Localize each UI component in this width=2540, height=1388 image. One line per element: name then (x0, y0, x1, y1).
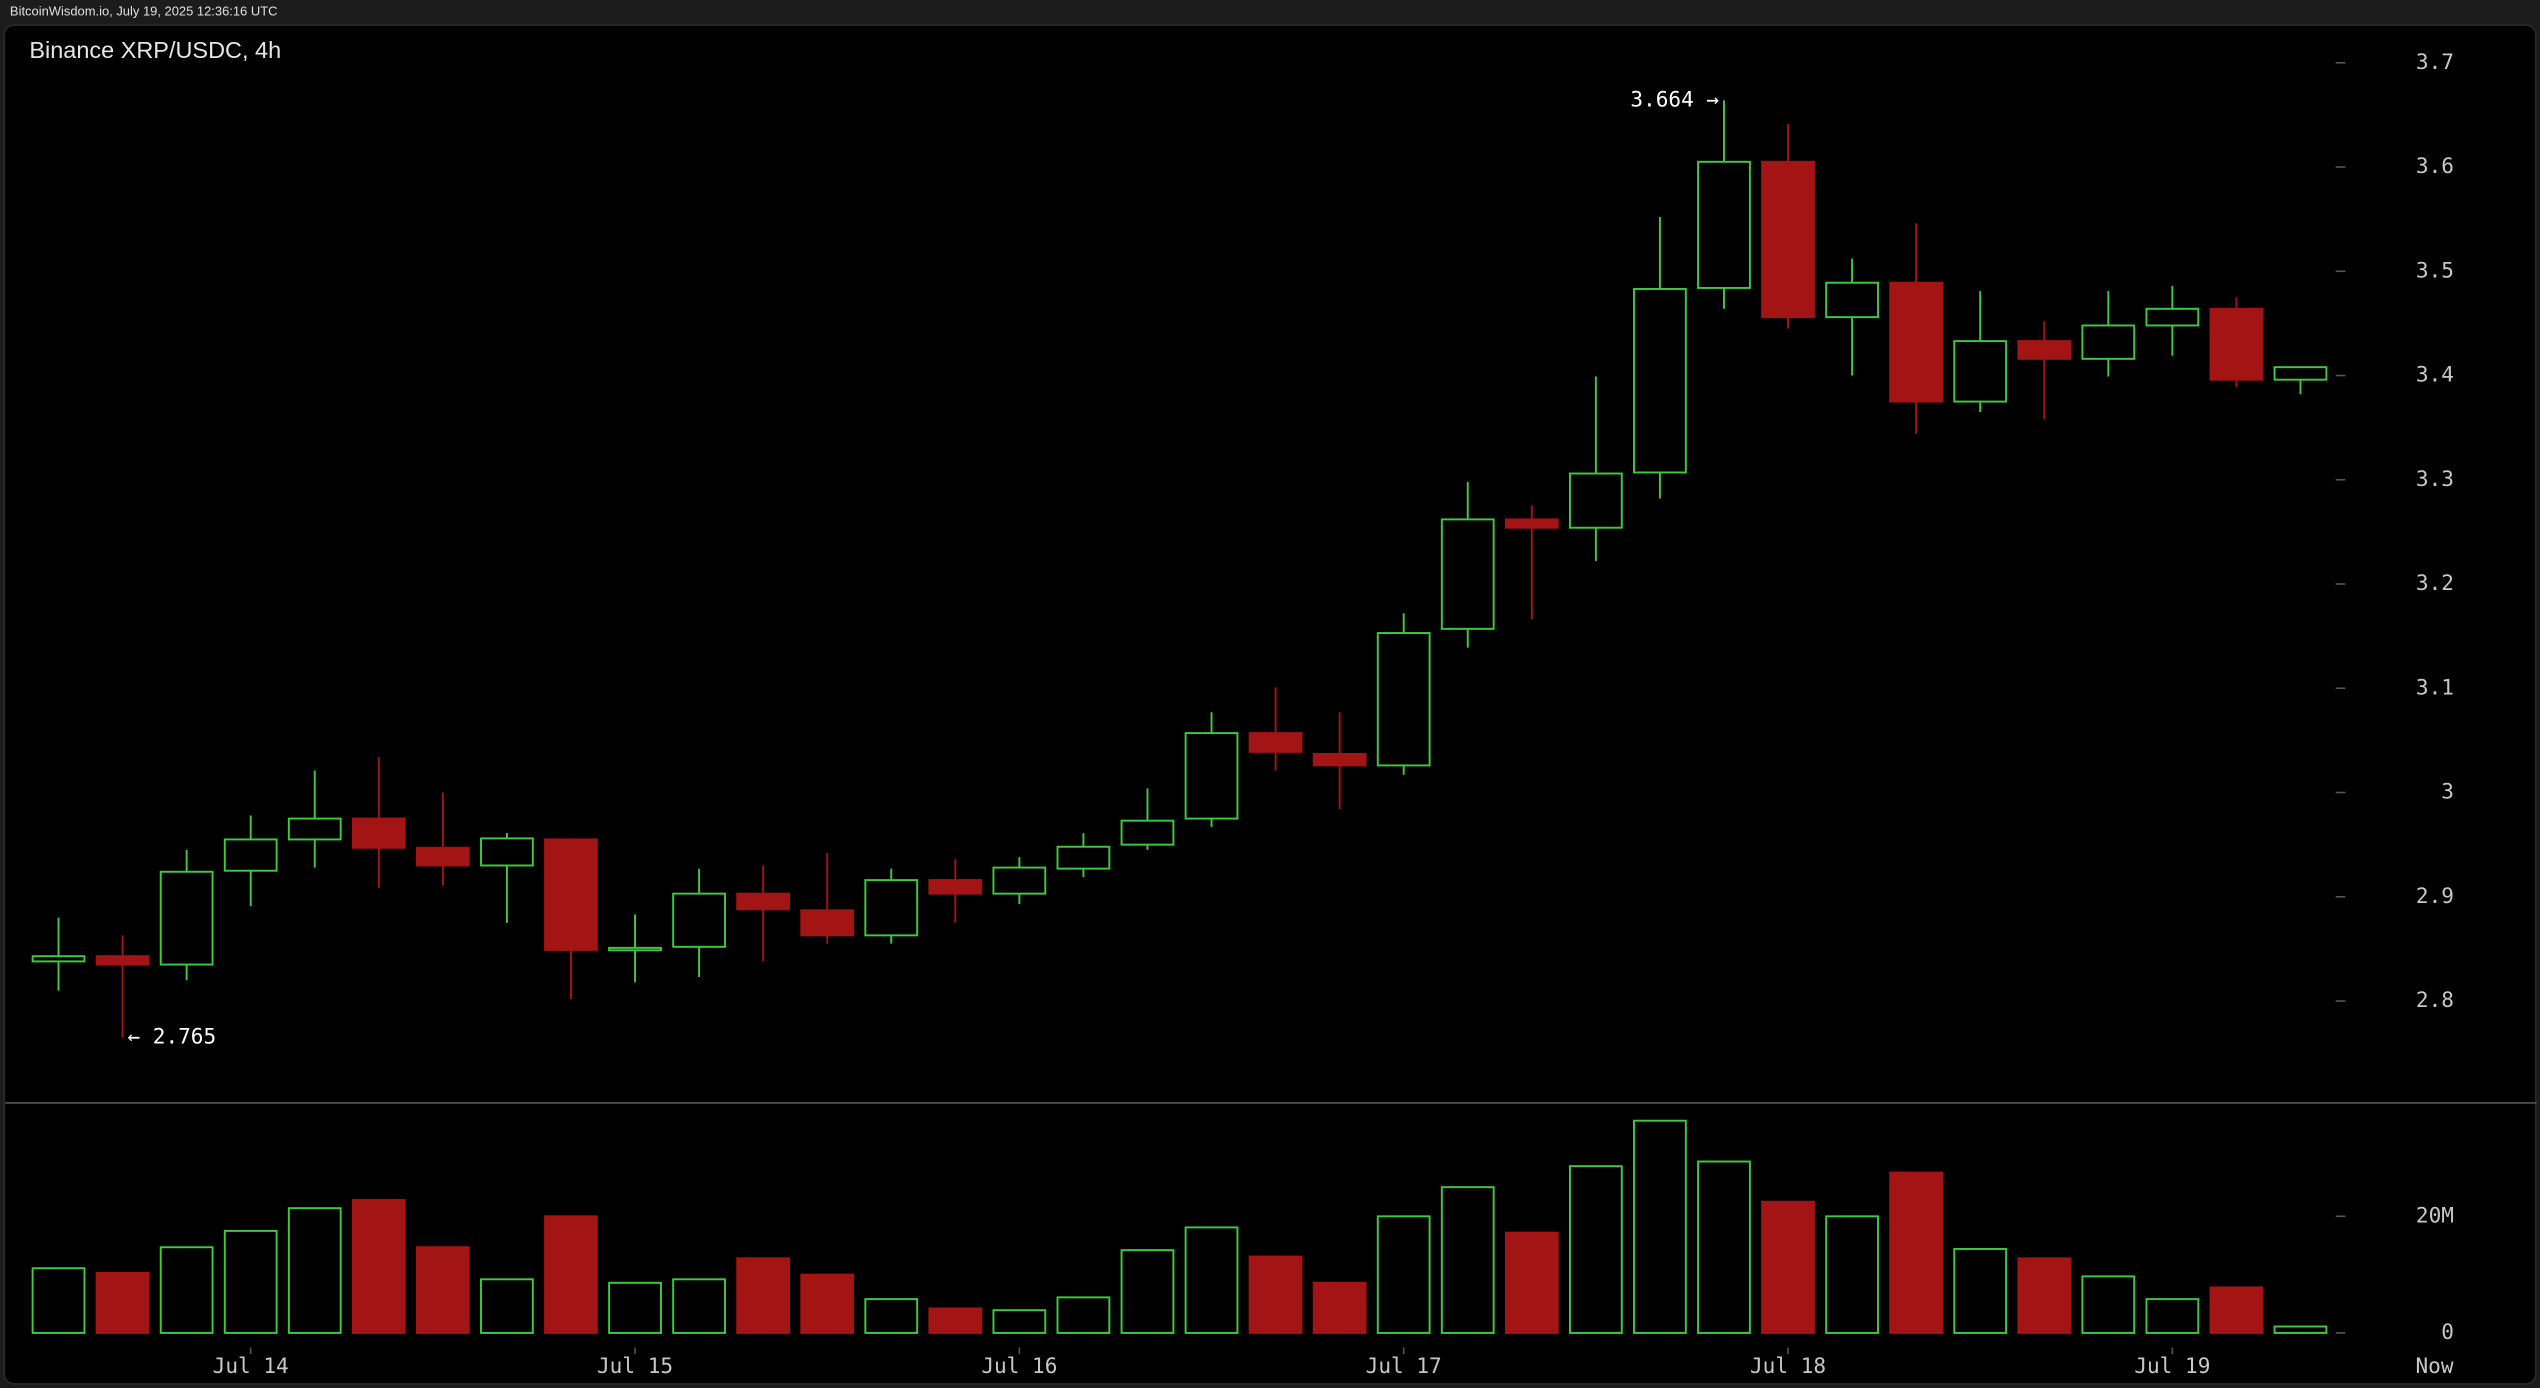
volume-bar (1376, 1215, 1431, 1334)
volume-bar (1568, 1165, 1623, 1334)
volume-bar (608, 1281, 662, 1334)
volume-bar (480, 1278, 534, 1334)
candle-body (544, 838, 598, 951)
y-tick-label: 3.7 (2416, 49, 2454, 74)
volume-bar (1633, 1119, 1687, 1334)
candle-body (736, 892, 791, 911)
candle-body (1376, 632, 1431, 767)
chart-panel (3, 24, 2537, 1385)
candle-body (1953, 340, 2008, 403)
candle-body (159, 870, 214, 966)
volume-bar (1120, 1249, 1175, 1334)
x-tick-label: Jul 17 (1366, 1353, 1442, 1378)
candle-body (864, 879, 919, 937)
candle-body (2273, 366, 2328, 381)
volume-bar (2145, 1298, 2200, 1334)
candle-body (928, 879, 983, 895)
candle-body (672, 892, 726, 948)
volume-bar (351, 1199, 406, 1334)
volume-bar (672, 1278, 726, 1334)
y-tick-label: 3 (2441, 779, 2454, 804)
candle-body (1504, 518, 1559, 529)
x-tick-label: Jul 16 (981, 1353, 1057, 1378)
volume-bar (928, 1307, 983, 1334)
header: BitcoinWisdom.io, July 19, 2025 12:36:16… (10, 4, 278, 19)
volume-bar (2081, 1275, 2136, 1334)
candle-body (1568, 472, 1623, 529)
y-tick-label: 2.8 (2416, 987, 2454, 1012)
y-tick-label: 3.6 (2416, 153, 2454, 178)
candle-body (31, 955, 86, 963)
volume-bar (864, 1298, 919, 1334)
volume-bar (1504, 1231, 1559, 1334)
y-tick-label: 2.9 (2416, 883, 2454, 908)
candle-body (1440, 518, 1495, 630)
volume-bar (159, 1246, 214, 1334)
volume-bar (95, 1271, 150, 1334)
volume-bar (1953, 1248, 2008, 1334)
x-tick-label: Jul 15 (597, 1353, 673, 1378)
candle-body (480, 837, 534, 867)
annotation: 3.664 → (1630, 86, 1719, 111)
volume-bar (1761, 1200, 1815, 1334)
volume-bar (287, 1207, 342, 1334)
candle-body (992, 866, 1047, 895)
candle-body (800, 909, 855, 937)
y2-tick-label: 0 (2441, 1319, 2454, 1344)
candle-body (1889, 281, 1944, 403)
y-tick-label: 3.5 (2416, 257, 2454, 282)
volume-bar (1248, 1255, 1303, 1334)
volume-bar (800, 1273, 855, 1334)
volume-bar (1889, 1171, 1944, 1334)
candle-body (2081, 324, 2136, 360)
candle-body (1825, 281, 1879, 319)
candle-body (1056, 845, 1111, 870)
candle-body (608, 946, 662, 952)
candle-body (95, 955, 150, 966)
candle-body (2017, 340, 2072, 360)
candle-body (2145, 307, 2200, 327)
chart-title: Binance XRP/USDC, 4h (29, 37, 281, 63)
x-tick-label: Jul 19 (2134, 1353, 2210, 1378)
plot: 2.8 2.9 3 3.1 3.2 3.3 3.4 3.5 3.6 3.7 0 20M Jul 14 Ju… (31, 49, 2454, 1378)
y-tick-label: 3.4 (2416, 362, 2454, 387)
y2-tick-label: 20M (2416, 1202, 2454, 1227)
y-tick-label: 3.1 (2416, 674, 2454, 699)
candle-body (1633, 288, 1687, 474)
volume-bar (1184, 1226, 1239, 1334)
candle-body (1184, 732, 1239, 820)
volume-bar (2209, 1286, 2264, 1334)
candle-body (2209, 307, 2264, 381)
candle-body (351, 817, 406, 849)
now-label: Now (2415, 1353, 2453, 1378)
candle-body (1761, 160, 1815, 319)
volume-bar (1825, 1215, 1879, 1334)
candle-body (1120, 819, 1175, 846)
candle-body (1248, 732, 1303, 753)
candle-body (415, 846, 470, 867)
volume-bar (223, 1229, 278, 1334)
y-tick-label: 3.3 (2416, 466, 2454, 491)
y-tick-label: 3.2 (2416, 570, 2454, 595)
annotation: ← 2.765 (127, 1024, 216, 1049)
volume-bar (415, 1246, 470, 1334)
volume-bar (2017, 1257, 2072, 1334)
volume-bar (736, 1257, 791, 1334)
candle-body (1697, 160, 1751, 289)
volume-bar (31, 1267, 86, 1334)
volume-bar (1056, 1296, 1111, 1334)
x-tick-label: Jul 14 (213, 1353, 289, 1378)
candle-body (1312, 752, 1367, 767)
candle-body (287, 817, 342, 841)
volume-bar (992, 1309, 1047, 1334)
x-tick-label: Jul 18 (1750, 1353, 1826, 1378)
volume-bar (2273, 1325, 2328, 1334)
volume-bar (1312, 1281, 1367, 1334)
volume-bar (1697, 1160, 1751, 1334)
volume-bar (1440, 1186, 1495, 1334)
candle-body (223, 838, 278, 872)
volume-bar (544, 1215, 598, 1334)
